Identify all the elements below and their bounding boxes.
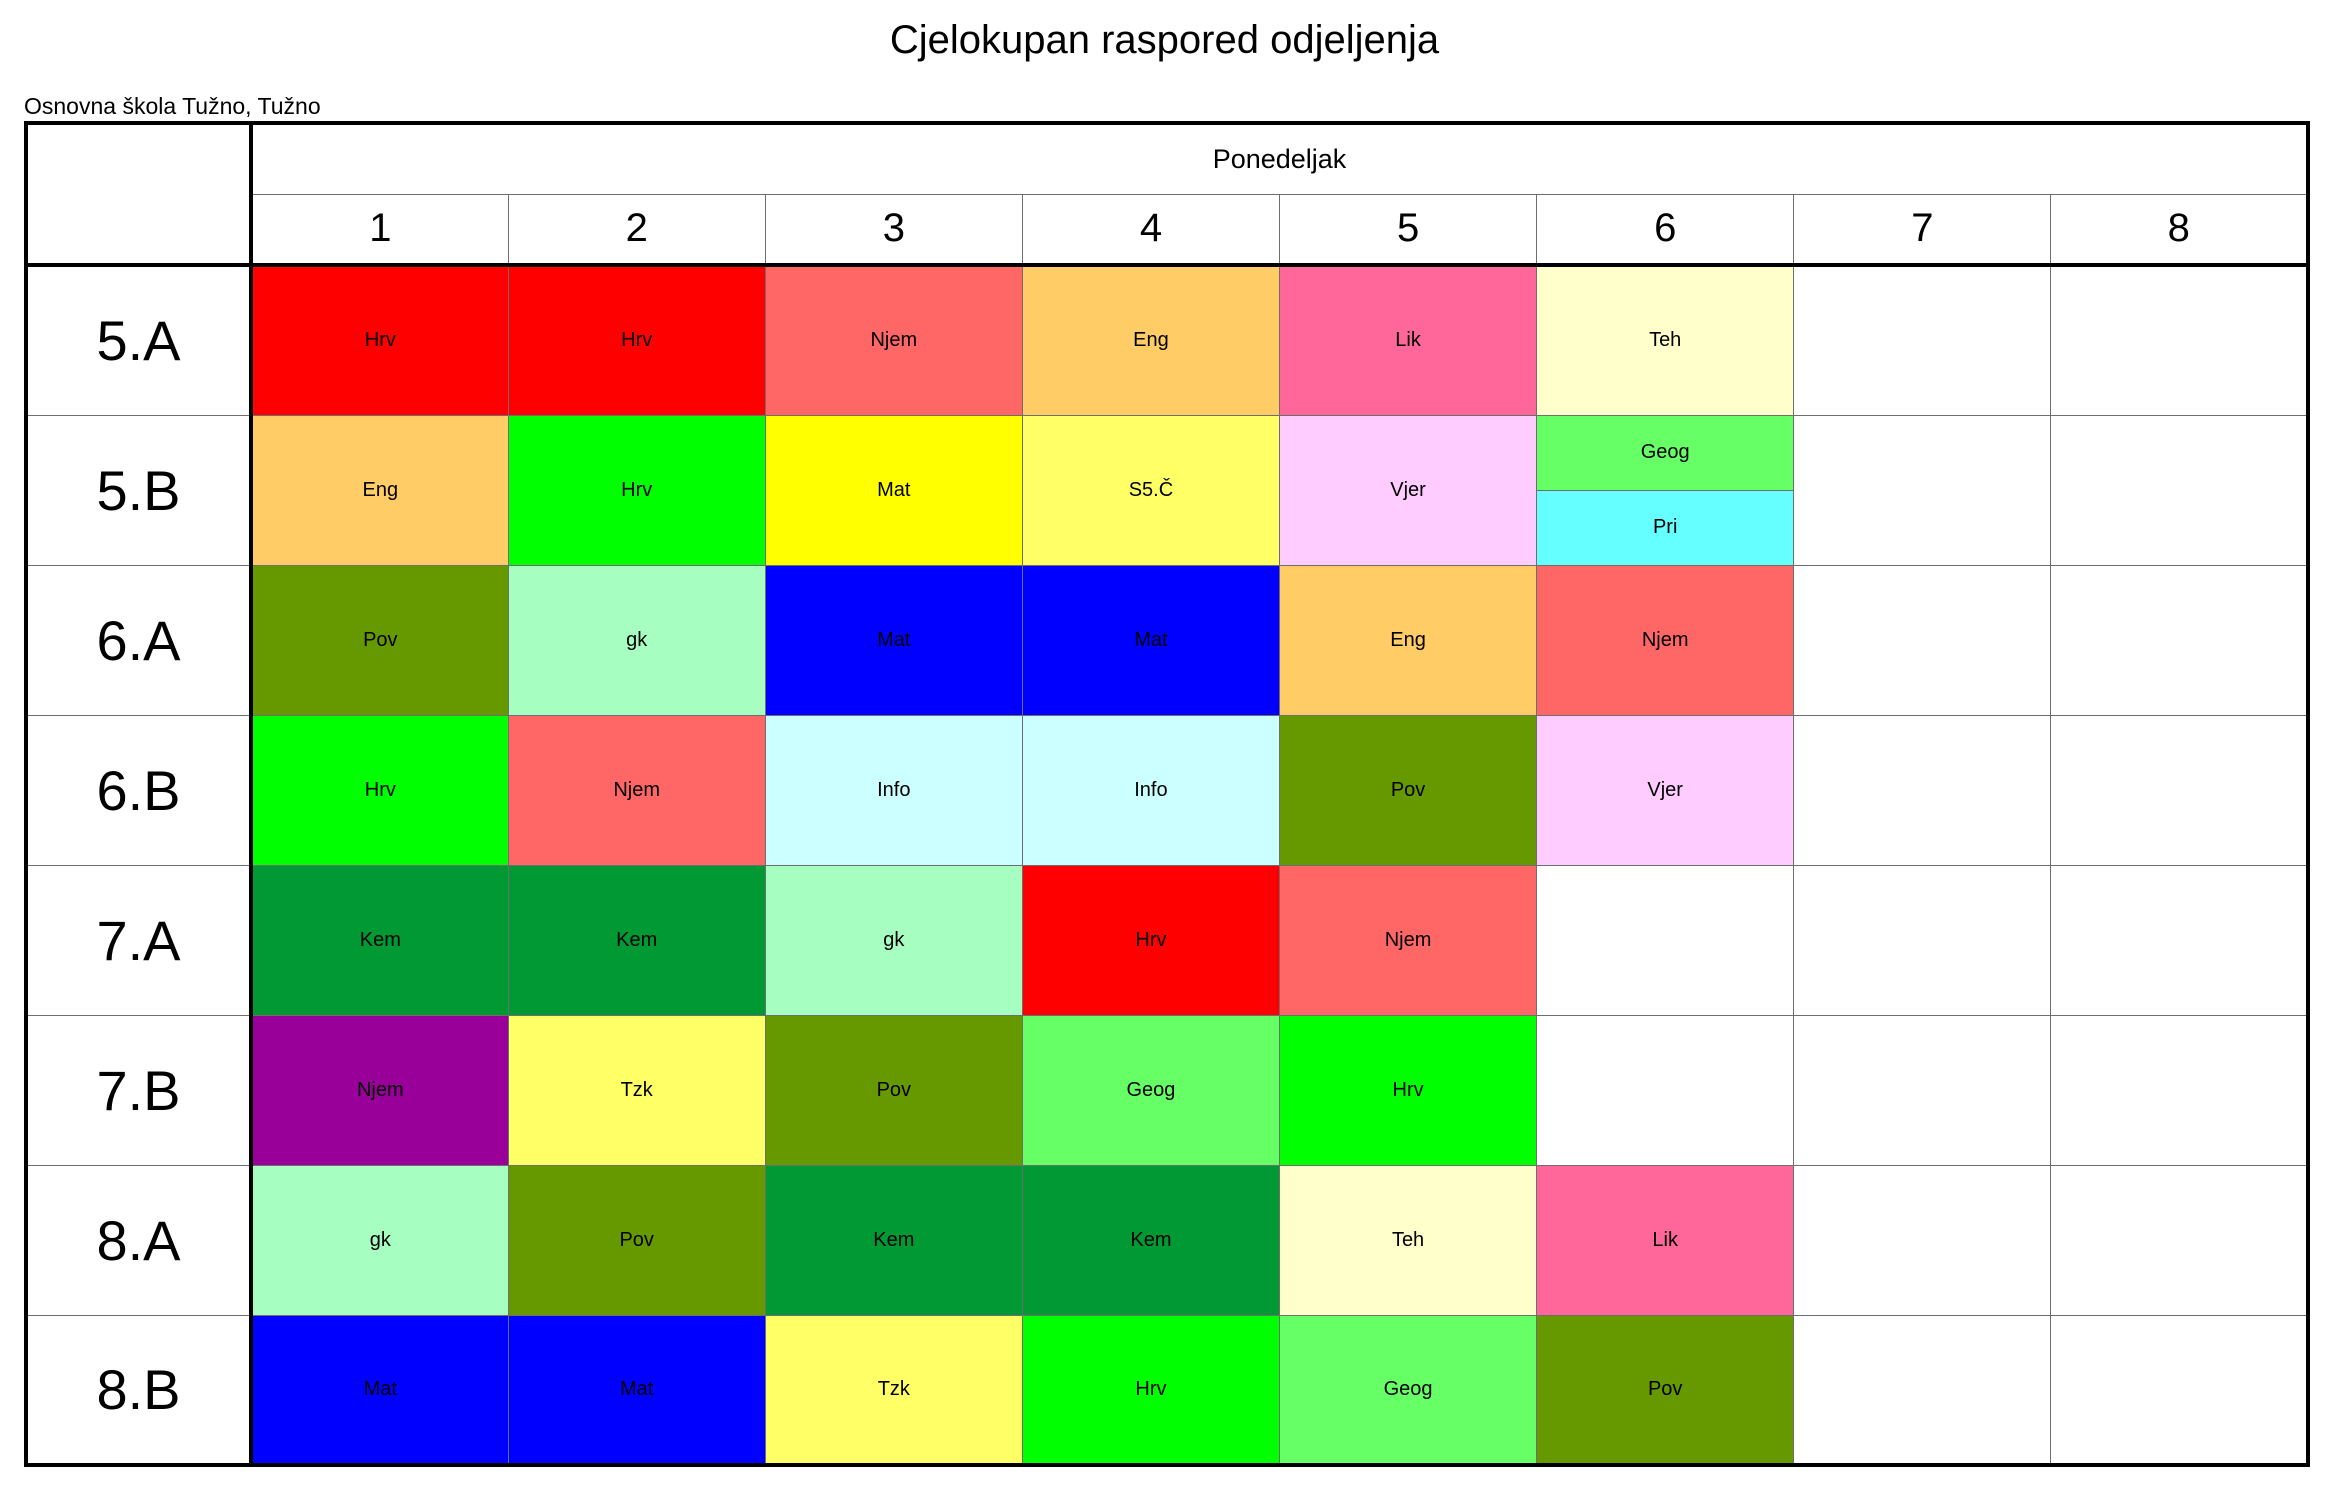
lesson-half: Geog (1537, 416, 1793, 490)
lesson-cell: Mat (507, 1314, 766, 1466)
lesson-cell: Eng (250, 414, 509, 566)
lesson-cell: Hrv (250, 714, 509, 866)
lesson-cell: Mat (764, 414, 1023, 566)
class-row: 8.B Mat Mat Tzk Hrv Geog Pov (25, 1314, 2309, 1466)
empty-cell (2050, 1164, 2309, 1316)
class-label: 7.B (25, 1014, 253, 1166)
period-header-5: 5 (1278, 193, 1538, 267)
empty-cell (1793, 1164, 2052, 1316)
lesson-cell: Kem (1021, 1164, 1281, 1316)
lesson-cell: Teh (1536, 264, 1795, 416)
empty-cell (2050, 564, 2309, 716)
lesson-cell: Lik (1536, 1164, 1795, 1316)
lesson-cell: Mat (250, 1314, 509, 1466)
lesson-cell: gk (764, 864, 1023, 1016)
lesson-cell: Hrv (1021, 1314, 1281, 1466)
lesson-cell: Hrv (507, 414, 766, 566)
lesson-cell: Vjer (1536, 714, 1795, 866)
page-title: Cjelokupan raspored odjeljenja (889, 18, 1440, 62)
lesson-cell: Info (1021, 714, 1281, 866)
lesson-cell: Tzk (764, 1314, 1023, 1466)
lesson-cell: Pov (764, 1014, 1023, 1166)
lesson-cell: Eng (1021, 264, 1281, 416)
empty-cell (1793, 564, 2052, 716)
class-label: 5.A (25, 264, 253, 416)
lesson-cell: Njem (507, 714, 766, 866)
corner-cell (25, 122, 253, 267)
class-label: 8.A (25, 1164, 253, 1316)
lesson-cell: gk (250, 1164, 509, 1316)
lesson-cell: Teh (1278, 1164, 1538, 1316)
lesson-cell: Mat (764, 564, 1023, 716)
period-header-4: 4 (1021, 193, 1281, 267)
empty-cell (2050, 864, 2309, 1016)
empty-cell (1536, 864, 1795, 1016)
lesson-cell: Pov (507, 1164, 766, 1316)
lesson-cell: Kem (507, 864, 766, 1016)
class-row: 8.A gk Pov Kem Kem Teh Lik (25, 1164, 2309, 1316)
empty-cell (2050, 714, 2309, 866)
empty-cell (1536, 1014, 1795, 1166)
lesson-cell: Hrv (1278, 1014, 1538, 1166)
empty-cell (2050, 264, 2309, 416)
lesson-cell: Njem (250, 1014, 509, 1166)
period-header-7: 7 (1793, 193, 2052, 267)
lesson-cell: Hrv (250, 264, 509, 416)
class-label: 5.B (25, 414, 253, 566)
class-label: 7.A (25, 864, 253, 1016)
lesson-cell: S5.Č (1021, 414, 1281, 566)
empty-cell (2050, 1014, 2309, 1166)
class-row: 6.B Hrv Njem Info Info Pov Vjer (25, 714, 2309, 866)
lesson-cell: Kem (764, 1164, 1023, 1316)
lesson-cell: Mat (1021, 564, 1281, 716)
class-label: 8.B (25, 1314, 253, 1466)
class-row: 7.B Njem Tzk Pov Geog Hrv (25, 1014, 2309, 1166)
lesson-cell: Pov (1536, 1314, 1795, 1466)
lesson-cell: Pov (1278, 714, 1538, 866)
empty-cell (1793, 864, 2052, 1016)
empty-cell (1793, 264, 2052, 416)
empty-cell (2050, 414, 2309, 566)
empty-cell (1793, 1314, 2052, 1466)
lesson-cell: gk (507, 564, 766, 716)
empty-cell (1793, 714, 2052, 866)
period-header-8: 8 (2050, 193, 2309, 267)
lesson-cell: Hrv (507, 264, 766, 416)
empty-cell (1793, 414, 2052, 566)
lesson-cell: Njem (1536, 564, 1795, 716)
class-row: 6.A Pov gk Mat Mat Eng Njem (25, 564, 2309, 716)
empty-cell (1793, 1014, 2052, 1166)
lesson-cell: Vjer (1278, 414, 1538, 566)
lesson-cell: Kem (250, 864, 509, 1016)
lesson-cell: Tzk (507, 1014, 766, 1166)
school-name: Osnovna škola Tužno, Tužno (24, 93, 321, 119)
day-header: Ponedeljak (250, 122, 2309, 195)
period-header-2: 2 (507, 193, 766, 267)
lesson-cell: Lik (1278, 264, 1538, 416)
class-label: 6.B (25, 714, 253, 866)
lesson-cell: Njem (764, 264, 1023, 416)
lesson-cell: Hrv (1021, 864, 1281, 1016)
lesson-cell: Geog (1278, 1314, 1538, 1466)
period-header-3: 3 (764, 193, 1023, 267)
period-header-1: 1 (250, 193, 509, 267)
empty-cell (2050, 1314, 2309, 1466)
lesson-cell-split: Geog Pri (1536, 414, 1795, 566)
class-row: 5.B Eng Hrv Mat S5.Č Vjer Geog Pri (25, 414, 2309, 566)
period-header-6: 6 (1536, 193, 1795, 267)
lesson-cell: Geog (1021, 1014, 1281, 1166)
lesson-cell: Eng (1278, 564, 1538, 716)
class-row: 7.A Kem Kem gk Hrv Njem (25, 864, 2309, 1016)
lesson-cell: Info (764, 714, 1023, 866)
lesson-cell: Pov (250, 564, 509, 716)
lesson-cell: Njem (1278, 864, 1538, 1016)
class-row: 5.A Hrv Hrv Njem Eng Lik Teh (25, 264, 2309, 416)
lesson-half: Pri (1537, 489, 1793, 564)
class-label: 6.A (25, 564, 253, 716)
